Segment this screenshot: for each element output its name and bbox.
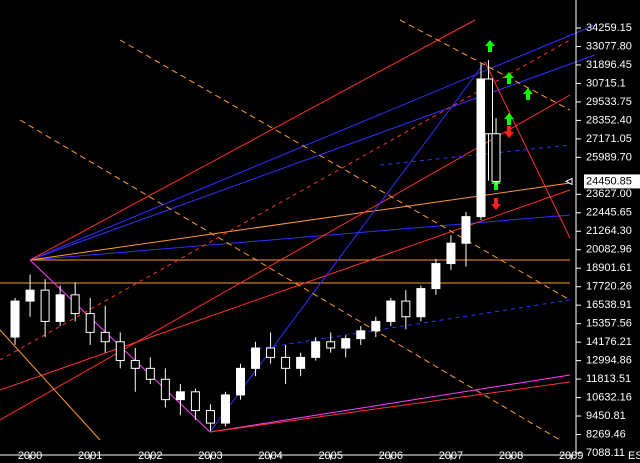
candle-body bbox=[205, 410, 215, 424]
fan-line bbox=[0, 329, 101, 441]
y-tick-label: 11813.51 bbox=[586, 373, 631, 385]
candle-body bbox=[100, 331, 110, 343]
down-arrow bbox=[491, 198, 501, 210]
candle-body bbox=[386, 300, 396, 322]
candle-body bbox=[175, 391, 185, 401]
fan-line bbox=[0, 39, 571, 361]
candle-body bbox=[431, 263, 441, 290]
last-price-label: 24450.85 bbox=[586, 175, 632, 187]
candle-body bbox=[190, 391, 200, 412]
x-tick-label: 2007 bbox=[439, 450, 463, 462]
candle-body bbox=[341, 338, 351, 349]
candle-body bbox=[70, 294, 80, 315]
down-arrow bbox=[504, 126, 514, 138]
y-tick-label: 20082.96 bbox=[586, 244, 632, 256]
fan-line bbox=[209, 374, 571, 433]
candle-body bbox=[371, 320, 381, 332]
x-tick-label: 2006 bbox=[379, 450, 403, 462]
candle-body bbox=[145, 367, 155, 380]
y-tick-label: 21264.30 bbox=[586, 225, 632, 237]
fan-line bbox=[29, 214, 571, 261]
fan-line bbox=[484, 61, 571, 239]
fan-line bbox=[29, 24, 596, 261]
y-tick-label: 33077.80 bbox=[586, 40, 632, 52]
symbol-label: ES bbox=[628, 450, 640, 462]
y-tick-label: 10632.16 bbox=[586, 391, 632, 403]
last-price-box bbox=[584, 174, 640, 189]
up-arrow bbox=[504, 72, 514, 84]
x-tick-label: 2009 bbox=[559, 450, 583, 462]
candle-body bbox=[40, 289, 50, 322]
y-tick-label: 22445.65 bbox=[586, 207, 632, 219]
y-tick-label: 15357.56 bbox=[586, 318, 632, 330]
candle-body bbox=[416, 288, 426, 318]
candle-body bbox=[160, 378, 170, 401]
fan-line bbox=[249, 299, 571, 351]
candle-body bbox=[85, 313, 95, 333]
fan-line bbox=[209, 381, 571, 433]
y-tick-label: 17720.26 bbox=[586, 281, 632, 293]
fan-line bbox=[0, 189, 571, 391]
candle-body bbox=[266, 347, 276, 358]
x-tick-label: 2004 bbox=[258, 450, 282, 462]
y-tick-label: 27171.05 bbox=[586, 133, 632, 145]
candle-body bbox=[484, 78, 494, 135]
y-tick-label: 23627.00 bbox=[586, 188, 632, 200]
candle-body bbox=[10, 300, 20, 338]
y-tick-label: 14176.21 bbox=[586, 336, 632, 348]
candle-body bbox=[130, 360, 140, 369]
up-arrow bbox=[504, 113, 514, 125]
candle-body bbox=[461, 216, 471, 244]
last-price-pointer bbox=[564, 177, 573, 186]
y-tick-label: 34259.15 bbox=[586, 22, 632, 34]
candle-body bbox=[446, 242, 456, 265]
y-tick-label: 29533.75 bbox=[586, 96, 632, 108]
candle-body bbox=[491, 133, 501, 182]
up-arrow bbox=[523, 88, 533, 100]
x-tick-label: 2002 bbox=[138, 450, 162, 462]
candle-body bbox=[115, 341, 125, 362]
y-tick-label: 18901.61 bbox=[586, 262, 632, 274]
x-tick-label: 2001 bbox=[78, 450, 102, 462]
x-tick-label: 2003 bbox=[198, 450, 222, 462]
fan-line bbox=[399, 19, 571, 111]
candle-body bbox=[476, 78, 486, 218]
y-tick-label: 8269.46 bbox=[586, 428, 626, 440]
y-tick-label: 12994.86 bbox=[586, 355, 632, 367]
y-tick-label: 30715.1 bbox=[586, 77, 626, 89]
x-tick-label: 2005 bbox=[318, 450, 342, 462]
fan-line bbox=[19, 119, 561, 441]
candle-body bbox=[311, 341, 321, 358]
fan-line bbox=[29, 54, 596, 261]
y-tick-label: 7088.11 bbox=[586, 447, 625, 459]
candle-body bbox=[296, 356, 306, 369]
fan-line bbox=[119, 39, 571, 301]
up-arrow bbox=[485, 40, 495, 52]
y-tick-label: 28352.40 bbox=[586, 114, 632, 126]
candle-body bbox=[25, 289, 35, 302]
y-tick-label: 31896.45 bbox=[586, 59, 632, 71]
x-tick-label: 2008 bbox=[499, 450, 523, 462]
candle-body bbox=[281, 356, 291, 369]
fan-line bbox=[0, 94, 571, 421]
candle-body bbox=[220, 394, 230, 424]
y-tick-label: 25989.70 bbox=[586, 151, 632, 163]
fan-line bbox=[29, 19, 476, 261]
candle-body bbox=[236, 367, 246, 396]
candle-body bbox=[55, 294, 65, 322]
candle-body bbox=[401, 300, 411, 318]
candle-body bbox=[326, 341, 336, 349]
candle-body bbox=[356, 330, 366, 340]
y-tick-label: 9450.81 bbox=[586, 410, 626, 422]
candle-body bbox=[251, 347, 261, 369]
y-tick-label: 16538.91 bbox=[586, 299, 632, 311]
x-tick-label: 2000 bbox=[18, 450, 42, 462]
